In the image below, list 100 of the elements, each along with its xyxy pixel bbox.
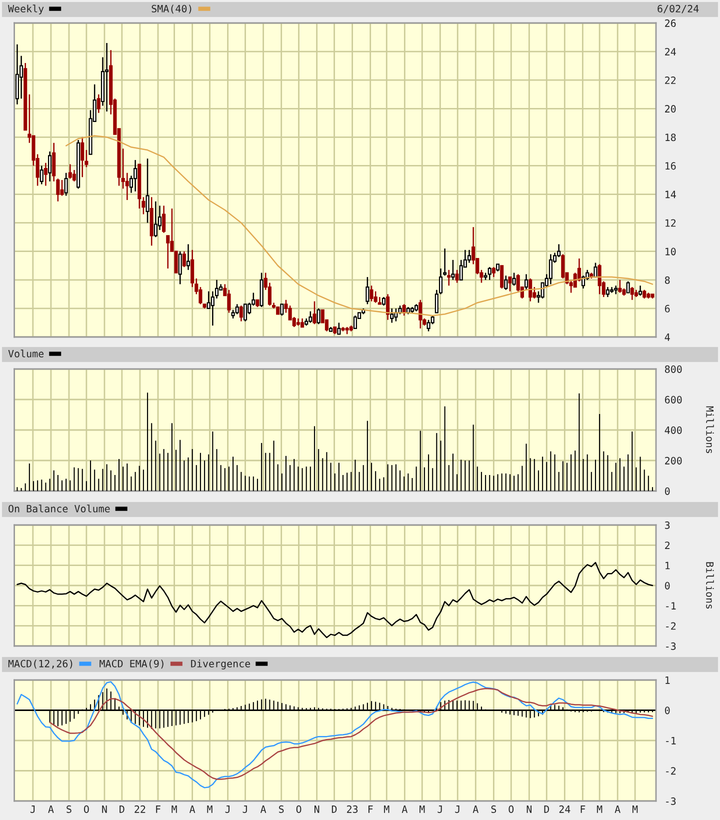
x-tick-label: S	[66, 805, 72, 813]
x-tick-label: M	[596, 806, 602, 813]
candlestick	[182, 250, 186, 268]
candlestick	[166, 235, 170, 270]
x-tick-label: 24	[559, 805, 570, 813]
candlestick	[618, 279, 622, 294]
candlestick	[488, 266, 492, 281]
candlestick	[96, 94, 100, 114]
candlestick	[125, 172, 129, 201]
candlestick	[146, 158, 150, 224]
legend-label: Divergence	[191, 660, 250, 670]
legend-label: Weekly	[8, 4, 44, 14]
y-tick-label: -2	[666, 622, 676, 630]
x-tick-label: D	[544, 806, 550, 813]
x-tick-label: A	[402, 806, 408, 813]
x-tick-label: D	[332, 806, 337, 813]
y-axis-title: Millions	[706, 406, 714, 454]
candlestick	[243, 304, 248, 322]
y-tick-label: 600	[664, 396, 682, 404]
x-tick-label: N	[314, 806, 320, 813]
candlestick	[418, 299, 422, 330]
candlestick	[630, 286, 634, 301]
y-tick-label: 20	[665, 105, 676, 113]
candlestick	[638, 284, 642, 296]
y-tick-label: 16	[666, 162, 676, 170]
x-tick-label: A	[472, 806, 478, 813]
candlestick	[316, 308, 320, 325]
y-tick-label: -2	[666, 767, 676, 775]
y-tick-label: 14	[666, 190, 676, 198]
x-tick-label: M	[420, 806, 425, 813]
candlestick	[308, 310, 312, 324]
candlestick	[459, 259, 463, 281]
x-tick-label: F	[368, 806, 373, 813]
candlestick	[337, 322, 341, 335]
candlestick	[598, 264, 602, 295]
candlestick	[561, 254, 565, 280]
candlestick	[142, 196, 146, 215]
candlestick	[154, 200, 158, 238]
x-tick-label: N	[102, 806, 107, 813]
x-tick-label: J	[225, 806, 230, 813]
candlestick	[353, 314, 357, 330]
legend-label: Volume	[8, 350, 44, 358]
y-tick-label: 24	[665, 48, 676, 56]
y-tick-label: -1	[666, 602, 676, 610]
candlestick	[162, 205, 166, 234]
candlestick	[426, 319, 430, 332]
y-tick-label: 0	[664, 582, 670, 590]
y-tick-label: 4	[664, 334, 670, 341]
y-tick-label: 400	[664, 426, 682, 434]
x-tick-label: M	[172, 806, 177, 813]
y-tick-label: 1	[666, 676, 670, 684]
x-tick-label: S	[279, 805, 284, 813]
candlestick	[504, 275, 508, 291]
y-tick-label: -3	[666, 797, 676, 805]
y-tick-label: 12	[666, 219, 676, 227]
candlestick	[524, 274, 528, 291]
y-tick-label: 3	[665, 521, 670, 529]
y-tick-label: 8	[664, 276, 670, 284]
line-series	[49, 688, 654, 780]
candlestick	[508, 276, 512, 292]
candlestick	[48, 150, 52, 182]
x-tick-label: F	[156, 806, 160, 813]
legend-label: On Balance Volume	[8, 504, 110, 512]
x-tick-label: O	[508, 805, 514, 813]
candlestick	[105, 42, 109, 112]
x-tick-label: A	[48, 806, 54, 813]
candlestick	[467, 249, 472, 264]
candlestick	[60, 179, 64, 196]
x-tick-label: D	[120, 806, 124, 813]
x-tick-label: J	[30, 806, 35, 813]
candlestick	[386, 294, 390, 320]
candlestick	[40, 165, 44, 185]
candlestick	[134, 159, 138, 192]
candlestick	[186, 244, 190, 271]
candlestick	[606, 286, 610, 298]
y-tick-label: 1	[666, 562, 670, 570]
y-tick-label: 26	[665, 19, 676, 27]
x-tick-label: 22	[134, 805, 146, 813]
candlestick	[80, 136, 84, 178]
x-tick-label: A	[614, 806, 620, 813]
candlestick	[447, 269, 451, 286]
candlestick	[64, 172, 68, 196]
candlestick	[390, 308, 394, 324]
y-tick-label: 22	[665, 76, 676, 84]
x-tick-label: M	[632, 806, 638, 813]
y-tick-label: 800	[664, 365, 682, 373]
y-tick-label: 10	[666, 248, 676, 256]
candlestick	[492, 266, 496, 278]
y-axis-title: Billions	[706, 562, 714, 609]
y-tick-label: 0	[664, 706, 670, 714]
candlestick	[512, 272, 516, 286]
candlestick	[178, 250, 182, 285]
candlestick	[44, 162, 48, 186]
candlestick	[455, 269, 459, 284]
candlestick	[235, 304, 239, 315]
line-series	[16, 562, 654, 638]
y-tick-label: 2	[665, 542, 670, 549]
candlestick	[280, 304, 284, 316]
candlestick	[374, 290, 378, 304]
x-tick-label: J	[438, 806, 442, 813]
